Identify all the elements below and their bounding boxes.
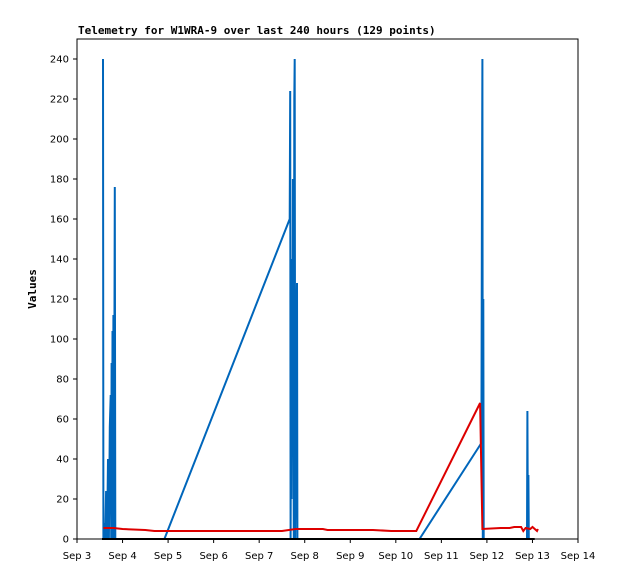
plot-area [76, 38, 579, 540]
series-line-1 [102, 58, 533, 540]
y-tick-label: 220 [50, 95, 69, 106]
x-tick-label: Sep 4 [108, 551, 136, 562]
y-tick-label: 100 [50, 335, 69, 346]
x-tick-label: Sep 3 [63, 551, 91, 562]
y-tick-label: 40 [56, 455, 69, 466]
x-tick-label: Sep 6 [199, 551, 227, 562]
y-tick-label: 200 [50, 135, 69, 146]
y-tick-label: 240 [50, 55, 69, 66]
x-tick-label: Sep 7 [245, 551, 273, 562]
y-tick-label: 20 [56, 495, 69, 506]
x-tick-label: Sep 13 [515, 551, 550, 562]
x-tick-label: Sep 8 [291, 551, 319, 562]
x-tick-label: Sep 12 [470, 551, 505, 562]
x-tick-label: Sep 14 [561, 551, 596, 562]
y-tick-label: 80 [56, 375, 69, 386]
x-axis: Sep 3 Sep 4 Sep 5 Sep 6 Sep 7 Sep 8 Sep 9 Sep 1… [63, 539, 596, 562]
series-layer [102, 58, 539, 540]
x-tick-label: Sep 5 [154, 551, 182, 562]
y-tick-label: 180 [50, 175, 69, 186]
y-tick-label: 160 [50, 215, 69, 226]
x-tick-label: Sep 10 [378, 551, 413, 562]
y-tick-label: 60 [56, 415, 69, 426]
y-tick-label: 0 [63, 535, 69, 546]
y-axis-label: Values [26, 269, 39, 309]
x-tick-label: Sep 9 [336, 551, 364, 562]
y-tick-label: 140 [50, 255, 69, 266]
series-line-2 [103, 402, 539, 533]
y-axis: 0 20 40 60 80 100 120 140 160 180 200 220 240 [50, 55, 77, 546]
chart-title: Telemetry for W1WRA-9 over last 240 hour… [78, 24, 436, 37]
y-tick-label: 120 [50, 295, 69, 306]
x-tick-label: Sep 11 [424, 551, 459, 562]
